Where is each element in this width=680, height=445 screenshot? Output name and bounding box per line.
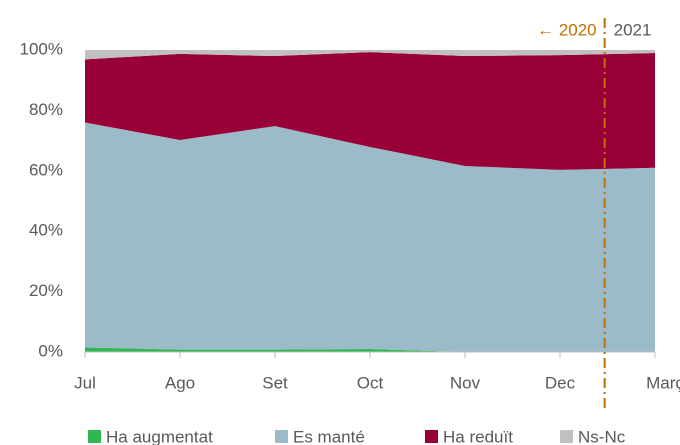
x-tick-label: Oct [357, 373, 384, 392]
legend-label: Ha augmentat [106, 427, 213, 445]
legend-label: Ha reduït [443, 427, 513, 445]
y-tick-label: 20% [29, 281, 63, 300]
legend-swatch [560, 430, 573, 443]
legend-swatch [275, 430, 288, 443]
area [85, 50, 655, 60]
y-tick-label: 60% [29, 160, 63, 179]
y-tick-label: 80% [29, 100, 63, 119]
annotation: ← 2020 [537, 20, 597, 39]
y-tick-label: 100% [20, 39, 63, 58]
annotation: 2021 [614, 20, 652, 39]
legend-label: Es manté [293, 427, 365, 445]
x-tick-label: Jul [74, 373, 96, 392]
x-tick-label: Març [646, 373, 680, 392]
x-tick-label: Set [262, 373, 288, 392]
area [85, 122, 655, 352]
area [85, 347, 655, 352]
legend-swatch [88, 430, 101, 443]
x-tick-label: Nov [450, 373, 481, 392]
area [85, 52, 655, 170]
x-tick-label: Ago [165, 373, 195, 392]
legend-label: Ns-Nc [578, 427, 626, 445]
legend-swatch [425, 430, 438, 443]
y-tick-label: 0% [38, 341, 63, 360]
x-tick-label: Dec [545, 373, 576, 392]
y-tick-label: 40% [29, 221, 63, 240]
